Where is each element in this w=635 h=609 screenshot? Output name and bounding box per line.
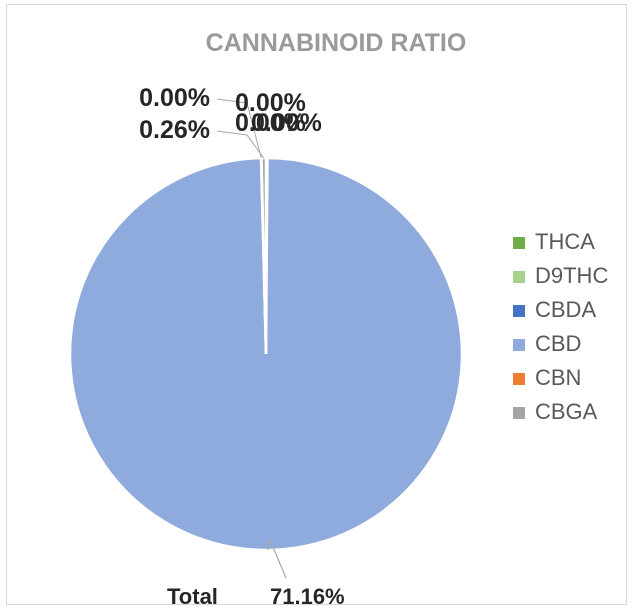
legend-label-cbn: CBN — [535, 365, 581, 390]
legend-label-cbga: CBGA — [535, 399, 598, 424]
legend-label-d9thc: D9THC — [535, 263, 608, 288]
data-label-d9thc: 0.00% — [235, 109, 306, 137]
total-footer: Total 71.16% — [167, 584, 345, 606]
chart-frame: CANNABINOID RATIO 0.00% 0.00% 0.00% 0.00% 0.… — [6, 4, 627, 606]
chart-title: CANNABINOID RATIO — [206, 29, 467, 57]
legend-swatch-cbga — [513, 407, 525, 419]
legend-label-cbda: CBDA — [535, 297, 596, 322]
leader-lines — [216, 98, 287, 579]
legend-swatch-cbd — [513, 339, 525, 351]
legend-label-cbd: CBD — [535, 331, 581, 356]
pie-chart: CANNABINOID RATIO 0.00%0.00%0.00%0.00%0.… — [68, 29, 608, 606]
data-label-thca: 0.00% — [235, 89, 306, 117]
legend-swatch-d9thc — [513, 271, 525, 283]
legend-swatch-thca — [513, 237, 525, 249]
data-labels: 0.00%0.00%0.00%0.00%0.26% — [139, 84, 322, 144]
leader-line-cbd — [267, 538, 287, 579]
data-label-cbda: 0.00% — [251, 109, 322, 137]
legend-swatch-cbn — [513, 373, 525, 385]
legend-swatch-cbda — [513, 305, 525, 317]
legend: THCA D9THC CBDA CBD CBN CBGA — [513, 229, 608, 424]
slices-layer — [68, 156, 464, 552]
data-label-cbn: 0.00% — [139, 84, 210, 112]
total-label: Total — [167, 584, 218, 606]
legend-label-thca: THCA — [535, 229, 595, 254]
leader-line-cbn — [216, 98, 262, 159]
data-label-cbga: 0.26% — [139, 116, 210, 144]
leader-line-cbga — [216, 130, 265, 159]
total-value: 71.16% — [270, 584, 345, 606]
